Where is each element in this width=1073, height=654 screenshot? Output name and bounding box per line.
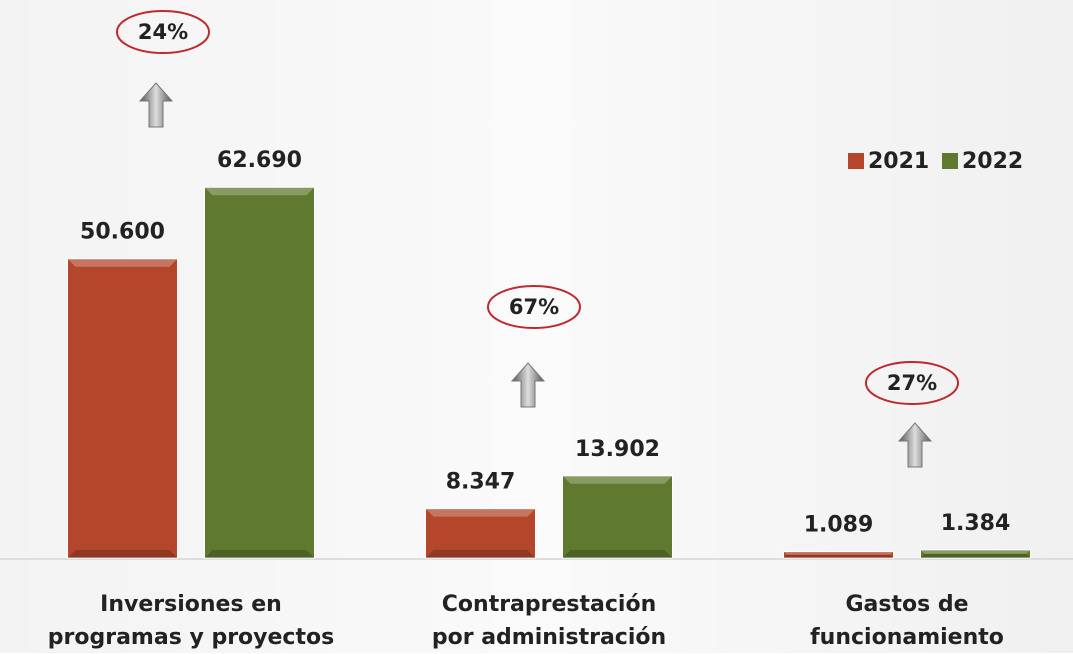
value-label: 50.600: [80, 220, 165, 245]
annotation: 67%: [509, 295, 559, 319]
bar-group: [562, 475, 673, 559]
bar-bevel: [425, 550, 536, 558]
bar-group: [204, 186, 315, 559]
bar-bevel: [562, 475, 673, 484]
legend-label: 2022: [962, 149, 1023, 174]
bar-bevel: [204, 187, 315, 196]
bar: [67, 258, 178, 559]
bar-group: [425, 508, 536, 559]
bar-group: [783, 551, 894, 559]
bar-group: [920, 549, 1031, 559]
x-tick-label: Gastos de funcionamiento: [810, 592, 1004, 650]
value-label: 8.347: [446, 470, 516, 495]
annotation-ellipse: [116, 10, 210, 54]
arrow-icon: [897, 422, 933, 468]
annotation: 24%: [138, 20, 188, 44]
bar-bevel: [783, 554, 894, 558]
arrow-icon: [510, 362, 546, 408]
bar-bevel: [67, 258, 178, 267]
bar: [425, 508, 536, 559]
bar-bevel: [562, 550, 673, 558]
arrow-icon: [138, 82, 174, 128]
bar: [562, 475, 673, 559]
value-label: 13.902: [575, 437, 660, 462]
bar: [204, 186, 315, 559]
value-label: 1.089: [804, 513, 874, 538]
bar-bevel: [67, 550, 178, 558]
annotation: 27%: [887, 371, 937, 395]
x-tick-label: Contraprestación por administración: [431, 592, 667, 650]
bar: [783, 551, 894, 559]
value-label: 1.384: [941, 511, 1011, 536]
value-label: 62.690: [217, 148, 302, 173]
legend-swatch: [942, 153, 958, 169]
legend-label: 2021: [868, 149, 929, 174]
legend-swatch: [848, 153, 864, 169]
bar-bevel: [920, 549, 1031, 554]
bar: [920, 549, 1031, 559]
annotation-ellipse: [487, 285, 581, 329]
bar-group: [67, 258, 178, 559]
bar-bevel: [425, 508, 536, 517]
bar-bevel: [783, 551, 894, 555]
x-tick-label: Inversiones en programas y proyectos: [47, 592, 335, 650]
bar-bevel: [920, 553, 1031, 558]
bar-bevel: [204, 550, 315, 558]
annotation-ellipse: [865, 361, 959, 405]
